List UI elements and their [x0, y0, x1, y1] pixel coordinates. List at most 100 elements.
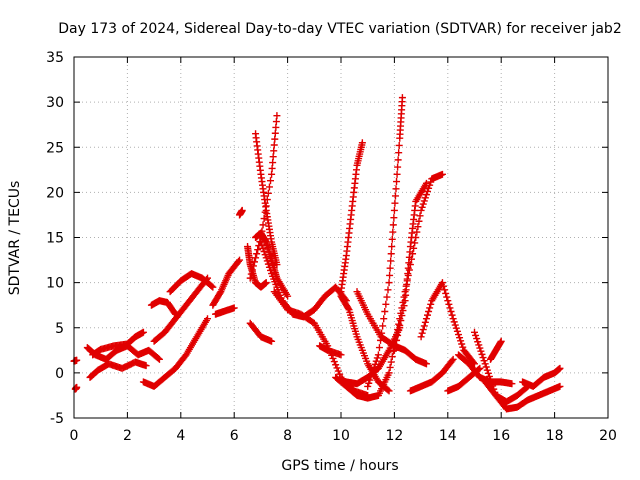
- plus-marker: [473, 335, 481, 343]
- plus-marker: [421, 318, 429, 326]
- plus-marker: [365, 379, 373, 387]
- plus-marker: [259, 221, 267, 229]
- plus-marker: [393, 170, 401, 178]
- plus-marker: [417, 206, 425, 214]
- chart-title: Day 173 of 2024, Sidereal Day-to-day VTE…: [58, 21, 621, 37]
- x-axis-label: GPS time / hours: [281, 458, 398, 474]
- plus-marker: [456, 334, 464, 342]
- x-tick-label: 4: [176, 428, 185, 444]
- plus-marker: [358, 139, 366, 147]
- series-arc-28: [390, 179, 430, 354]
- plus-marker: [382, 300, 390, 308]
- plus-marker: [414, 223, 422, 231]
- plus-marker: [252, 254, 260, 262]
- plus-marker: [386, 363, 394, 371]
- series-arc-16: [246, 112, 281, 282]
- plus-marker: [392, 185, 400, 193]
- plus-marker: [391, 199, 399, 207]
- plus-marker: [422, 360, 430, 368]
- plus-marker: [483, 366, 491, 374]
- plus-marker: [485, 372, 493, 380]
- plus-marker: [333, 364, 341, 372]
- plus-marker: [209, 283, 217, 291]
- plus-marker: [391, 341, 399, 349]
- plus-marker: [265, 183, 273, 191]
- plus-marker: [263, 196, 271, 204]
- plot-frame: [73, 56, 609, 419]
- x-tick-label: 14: [439, 428, 457, 444]
- plus-marker: [395, 326, 403, 334]
- plus-marker: [271, 129, 279, 137]
- series-arc-30: [417, 279, 478, 368]
- y-tick-label: 30: [46, 95, 64, 111]
- plus-marker: [273, 112, 281, 120]
- plus-marker: [390, 346, 398, 354]
- plus-marker: [260, 215, 268, 223]
- series-arc-11: [212, 304, 238, 318]
- y-tick-label: 5: [55, 321, 64, 337]
- plus-marker: [420, 197, 428, 205]
- plus-marker: [272, 118, 280, 126]
- plus-marker: [395, 149, 403, 157]
- plus-marker: [413, 228, 421, 236]
- plus-marker: [457, 337, 465, 345]
- plus-marker: [269, 159, 277, 167]
- plus-marker: [399, 307, 407, 315]
- series-arc-5: [89, 328, 147, 359]
- plus-marker: [427, 178, 435, 186]
- plus-marker: [253, 250, 261, 258]
- plus-marker: [395, 320, 403, 328]
- plus-marker: [508, 380, 516, 388]
- plus-marker: [450, 318, 458, 326]
- series-arc-2: [71, 383, 81, 393]
- plus-marker: [418, 329, 426, 337]
- series-arc-29: [406, 355, 457, 395]
- series-arc-12: [236, 206, 246, 219]
- grid-lines: [74, 57, 608, 418]
- series-arc-8: [147, 297, 179, 318]
- x-tick-label: 2: [123, 428, 132, 444]
- plus-marker: [444, 297, 452, 305]
- plus-marker: [272, 123, 280, 131]
- plus-marker: [381, 308, 389, 316]
- plus-marker: [385, 279, 393, 287]
- series-arc-25: [353, 288, 430, 368]
- plus-marker: [482, 363, 490, 371]
- plus-marker: [389, 228, 397, 236]
- plus-marker: [249, 262, 257, 270]
- plus-marker: [425, 308, 433, 316]
- plus-marker: [378, 329, 386, 337]
- series-arc-24: [342, 324, 404, 388]
- plus-marker: [261, 208, 269, 216]
- plus-marker: [383, 293, 391, 301]
- plus-marker: [386, 264, 394, 272]
- plus-marker: [247, 270, 255, 278]
- plus-marker: [422, 315, 430, 323]
- plus-marker: [449, 315, 457, 323]
- series-arc-27: [374, 170, 446, 399]
- plus-marker: [458, 340, 466, 348]
- series-arc-20: [316, 342, 345, 359]
- plus-marker: [448, 311, 456, 319]
- plus-marker: [556, 382, 564, 390]
- x-tick-label: 20: [599, 428, 617, 444]
- plus-marker: [424, 311, 432, 319]
- y-tick-label: 15: [46, 231, 64, 247]
- plus-marker: [472, 331, 480, 339]
- plus-marker: [394, 163, 402, 171]
- plus-marker: [385, 387, 393, 395]
- x-tick-label: 16: [492, 428, 510, 444]
- plus-marker: [398, 94, 406, 102]
- plus-marker: [449, 355, 457, 363]
- plus-marker: [330, 358, 338, 366]
- plus-marker: [270, 147, 278, 155]
- plus-marker: [454, 331, 462, 339]
- plus-marker: [230, 304, 238, 312]
- plus-marker: [373, 354, 381, 362]
- series-arc-10: [209, 256, 244, 309]
- plus-marker: [344, 304, 352, 312]
- plus-marker: [334, 367, 342, 375]
- series-arc-13: [244, 243, 270, 291]
- plus-marker: [426, 304, 434, 312]
